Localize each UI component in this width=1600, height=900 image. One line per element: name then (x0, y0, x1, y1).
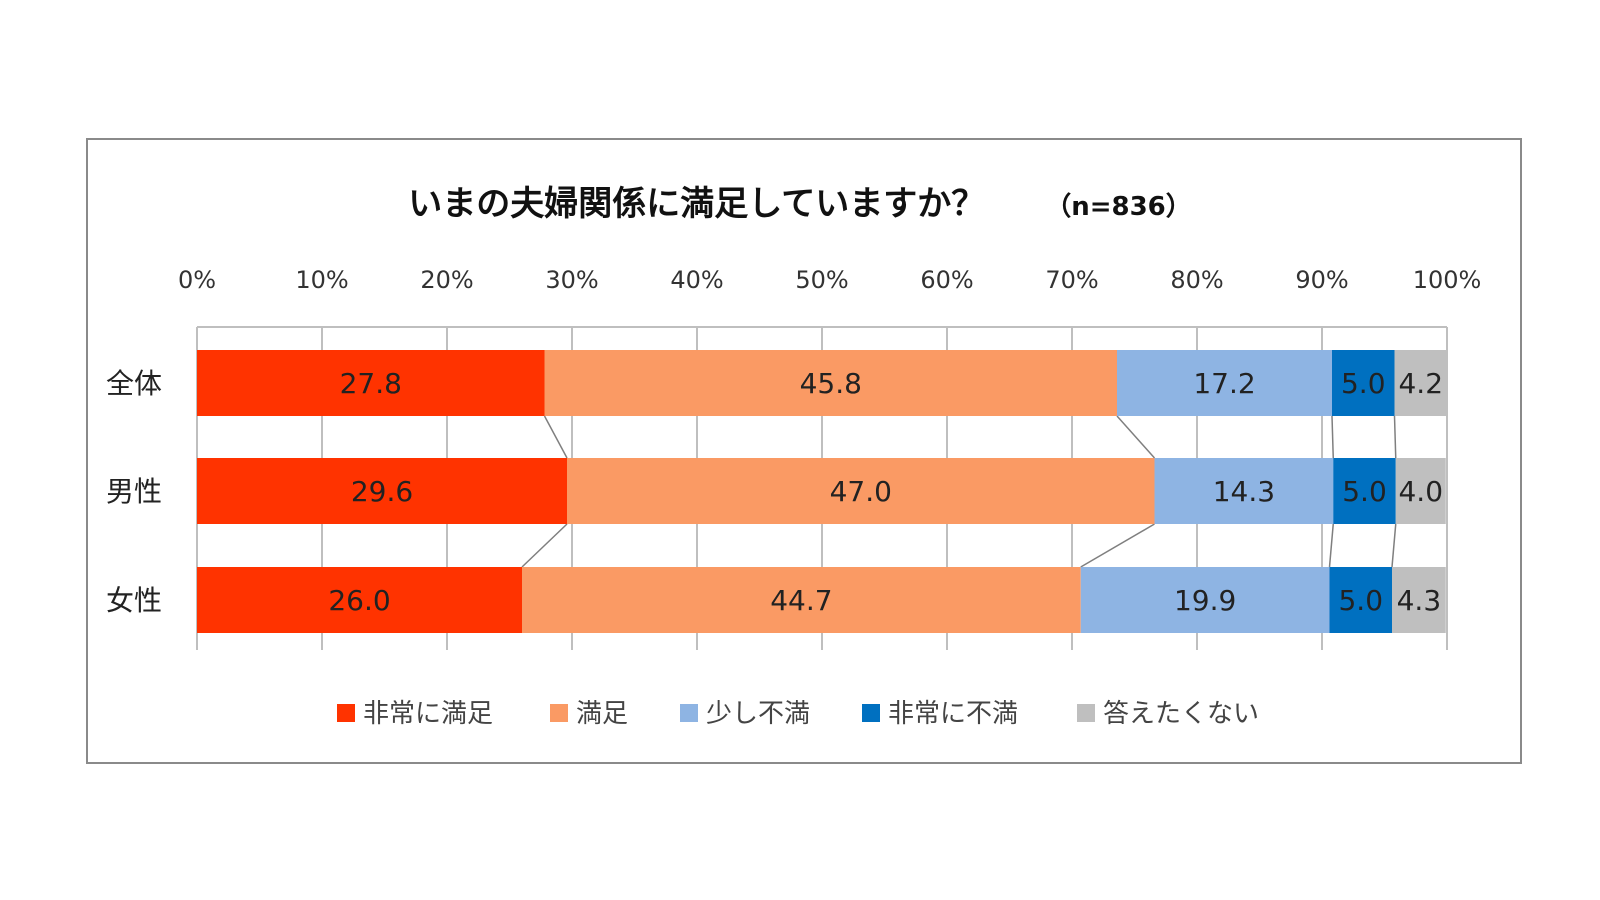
legend-label: 非常に満足 (363, 699, 493, 729)
legend-swatch (862, 704, 880, 722)
legend-swatch (337, 704, 355, 722)
data-label: 17.2 (1193, 367, 1255, 400)
bar-segment (567, 458, 1155, 524)
bar-segment (197, 350, 545, 416)
data-label: 5.0 (1338, 584, 1383, 617)
bar-segment (522, 567, 1081, 633)
category-label: 女性 (106, 584, 162, 617)
sample-size-note: （n=836） (1045, 192, 1192, 222)
bar-segment (1394, 350, 1447, 416)
chart-frame (86, 138, 1522, 764)
bar-segment (1154, 458, 1334, 524)
x-tick-label: 50% (795, 266, 848, 294)
x-tick-label: 100% (1413, 266, 1482, 294)
data-label: 4.0 (1398, 475, 1443, 508)
data-label: 26.0 (328, 584, 390, 617)
data-label: 14.3 (1213, 475, 1275, 508)
series-connector-line (1080, 523, 1155, 568)
legend-label: 答えたくない (1103, 699, 1259, 729)
bar-segment (1392, 567, 1446, 633)
x-tick-label: 40% (670, 266, 723, 294)
bar-segment (1332, 350, 1395, 416)
x-tick-label: 10% (295, 266, 348, 294)
data-label: 44.7 (770, 584, 832, 617)
data-label: 5.0 (1342, 475, 1387, 508)
bar-segment (197, 458, 567, 524)
x-tick-label: 30% (545, 266, 598, 294)
x-tick-label: 60% (920, 266, 973, 294)
data-label: 4.2 (1398, 367, 1443, 400)
legend-swatch (1077, 704, 1095, 722)
bar-segment (544, 350, 1117, 416)
chart-title: いまの夫婦関係に満足していますか？ (408, 184, 986, 224)
series-connector-line (1116, 415, 1156, 459)
legend-swatch (550, 704, 568, 722)
data-label: 45.8 (800, 367, 862, 400)
series-connector-line (1331, 415, 1334, 459)
legend-swatch (680, 704, 698, 722)
data-label: 19.9 (1174, 584, 1236, 617)
bar-segment (1333, 458, 1396, 524)
x-tick-label: 70% (1045, 266, 1098, 294)
series-connector-line (543, 415, 568, 459)
data-label: 5.0 (1341, 367, 1386, 400)
category-label: 男性 (106, 475, 162, 508)
data-label: 4.3 (1397, 584, 1442, 617)
bar-segment (1080, 567, 1330, 633)
series-connector-line (1393, 415, 1397, 459)
series-connector-line (521, 523, 568, 568)
series-connector-line (1391, 523, 1397, 568)
x-tick-label: 20% (420, 266, 473, 294)
series-connector-line (1328, 523, 1334, 568)
x-tick-label: 80% (1170, 266, 1223, 294)
bar-segment (197, 567, 522, 633)
chart-title-row: いまの夫婦関係に満足していますか？ （n=836） (0, 176, 1600, 225)
data-label: 29.6 (351, 475, 413, 508)
bar-segment (1329, 567, 1392, 633)
bar-segment (1117, 350, 1332, 416)
data-label: 27.8 (340, 367, 402, 400)
x-tick-label: 0% (178, 266, 216, 294)
data-label: 47.0 (830, 475, 892, 508)
x-tick-label: 90% (1295, 266, 1348, 294)
legend-label: 少し不満 (706, 699, 810, 729)
category-label: 全体 (106, 367, 162, 400)
bar-segment (1395, 458, 1446, 524)
legend-label: 満足 (576, 699, 628, 729)
legend-label: 非常に不満 (888, 699, 1018, 729)
